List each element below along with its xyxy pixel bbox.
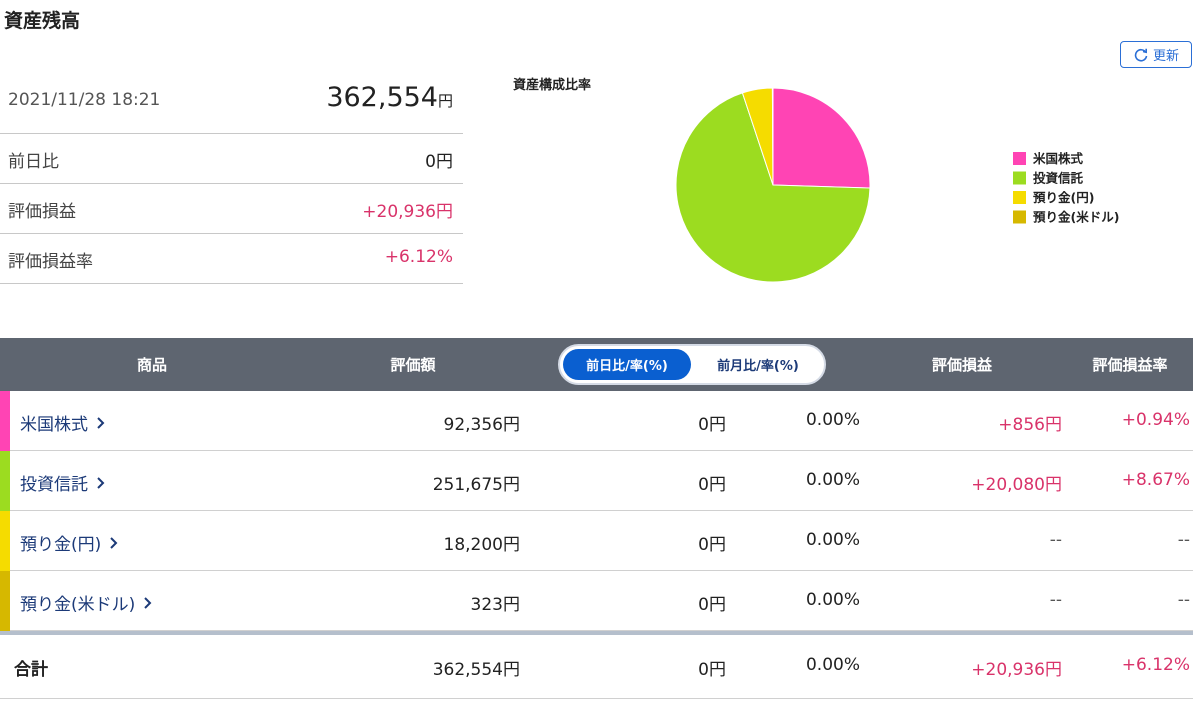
row-divider — [10, 630, 1193, 631]
product-link[interactable]: 投資信託 — [20, 470, 106, 495]
column-header: 評価損益率 — [1092, 356, 1168, 374]
divider — [0, 233, 463, 234]
cell: 0円 — [698, 660, 726, 680]
legend-swatch — [1013, 171, 1026, 185]
legend-swatch — [1013, 152, 1026, 165]
pie-slice — [771, 87, 774, 186]
chart-title: 資産構成比率 — [513, 77, 591, 93]
product-link[interactable]: 預り金(円) — [20, 530, 119, 555]
cell: +0.94% — [1121, 410, 1190, 430]
cell: 92,356円 — [443, 415, 520, 435]
pie-slice — [772, 87, 871, 189]
summary-label: 前日比 — [8, 152, 59, 172]
cell: 0.00% — [805, 655, 860, 675]
divider — [0, 283, 463, 284]
row-color-bar — [0, 511, 10, 571]
total-label: 合計 — [14, 660, 48, 680]
summary-label: 評価損益 — [8, 202, 76, 222]
pie-slice — [675, 92, 871, 283]
cell: 0円 — [698, 535, 726, 555]
row-color-bar — [0, 391, 10, 451]
toggle-day[interactable]: 前日比/率(%) — [563, 349, 691, 380]
cell: +20,080円 — [971, 475, 1062, 495]
column-header: 商品 — [136, 356, 167, 374]
cell: 0.00% — [805, 590, 860, 610]
total-amount: 362,554円 — [326, 82, 453, 113]
cell: +6.12% — [1121, 655, 1190, 675]
legend-label: 米国株式 — [1032, 151, 1084, 166]
legend-label: 預り金(米ドル) — [1033, 210, 1119, 225]
total-value: 362,554 — [326, 82, 438, 113]
toggle-month[interactable]: 前月比/率(%) — [717, 359, 799, 374]
divider — [0, 183, 463, 184]
cell: 0円 — [698, 415, 726, 435]
row-divider — [10, 570, 1193, 571]
divider — [0, 133, 463, 134]
product-name: 米国株式 — [20, 415, 88, 435]
total-separator — [0, 631, 1193, 635]
cell: 0円 — [698, 475, 726, 495]
cell: 362,554円 — [432, 660, 520, 680]
total-unit: 円 — [437, 92, 453, 110]
cell: +8.67% — [1121, 470, 1190, 490]
row-divider — [10, 510, 1193, 511]
refresh-button[interactable]: 更新 — [1120, 41, 1192, 68]
page-title: 資産残高 — [4, 10, 81, 32]
cell: 0円 — [698, 595, 726, 615]
cell: -- — [1177, 590, 1190, 610]
cell: -- — [1049, 590, 1062, 610]
row-color-bar — [0, 571, 10, 631]
cell: 0.00% — [805, 530, 860, 550]
cell: 323円 — [470, 595, 520, 615]
product-name: 投資信託 — [20, 475, 88, 495]
product-name: 預り金(円) — [20, 535, 102, 555]
legend-swatch — [1013, 191, 1026, 204]
legend-swatch — [1013, 210, 1026, 224]
cell: -- — [1177, 530, 1190, 550]
summary-value: +6.12% — [384, 247, 453, 267]
product-link[interactable]: 預り金(米ドル) — [20, 590, 153, 615]
summary-value: +20,936円 — [362, 202, 453, 222]
chevron-icon — [97, 476, 105, 489]
column-header: 評価損益 — [931, 356, 992, 374]
legend-label: 投資信託 — [1033, 171, 1084, 186]
cell: 0.00% — [805, 470, 860, 490]
cell: 0.00% — [805, 410, 860, 430]
cell: +856円 — [998, 415, 1062, 435]
product-name: 預り金(米ドル) — [20, 595, 136, 615]
row-divider — [10, 450, 1193, 451]
refresh-label: 更新 — [1152, 49, 1179, 64]
period-toggle: 前日比/率(%) 前月比/率(%) — [558, 344, 826, 385]
column-header: 評価額 — [390, 356, 436, 374]
refresh-icon — [1134, 48, 1148, 62]
datetime: 2021/11/28 18:21 — [8, 90, 161, 110]
chevron-icon — [144, 596, 152, 609]
row-divider — [0, 698, 1193, 699]
summary-value: 0円 — [425, 152, 453, 172]
row-color-bar — [0, 451, 10, 511]
product-link[interactable]: 米国株式 — [20, 410, 106, 435]
cell: 251,675円 — [432, 475, 520, 495]
chevron-icon — [97, 416, 105, 429]
chevron-icon — [110, 536, 118, 549]
legend-label: 預り金(円) — [1033, 190, 1094, 205]
summary-label: 評価損益率 — [8, 252, 93, 272]
cell: +20,936円 — [971, 660, 1062, 680]
cell: 18,200円 — [443, 535, 520, 555]
cell: -- — [1049, 530, 1062, 550]
